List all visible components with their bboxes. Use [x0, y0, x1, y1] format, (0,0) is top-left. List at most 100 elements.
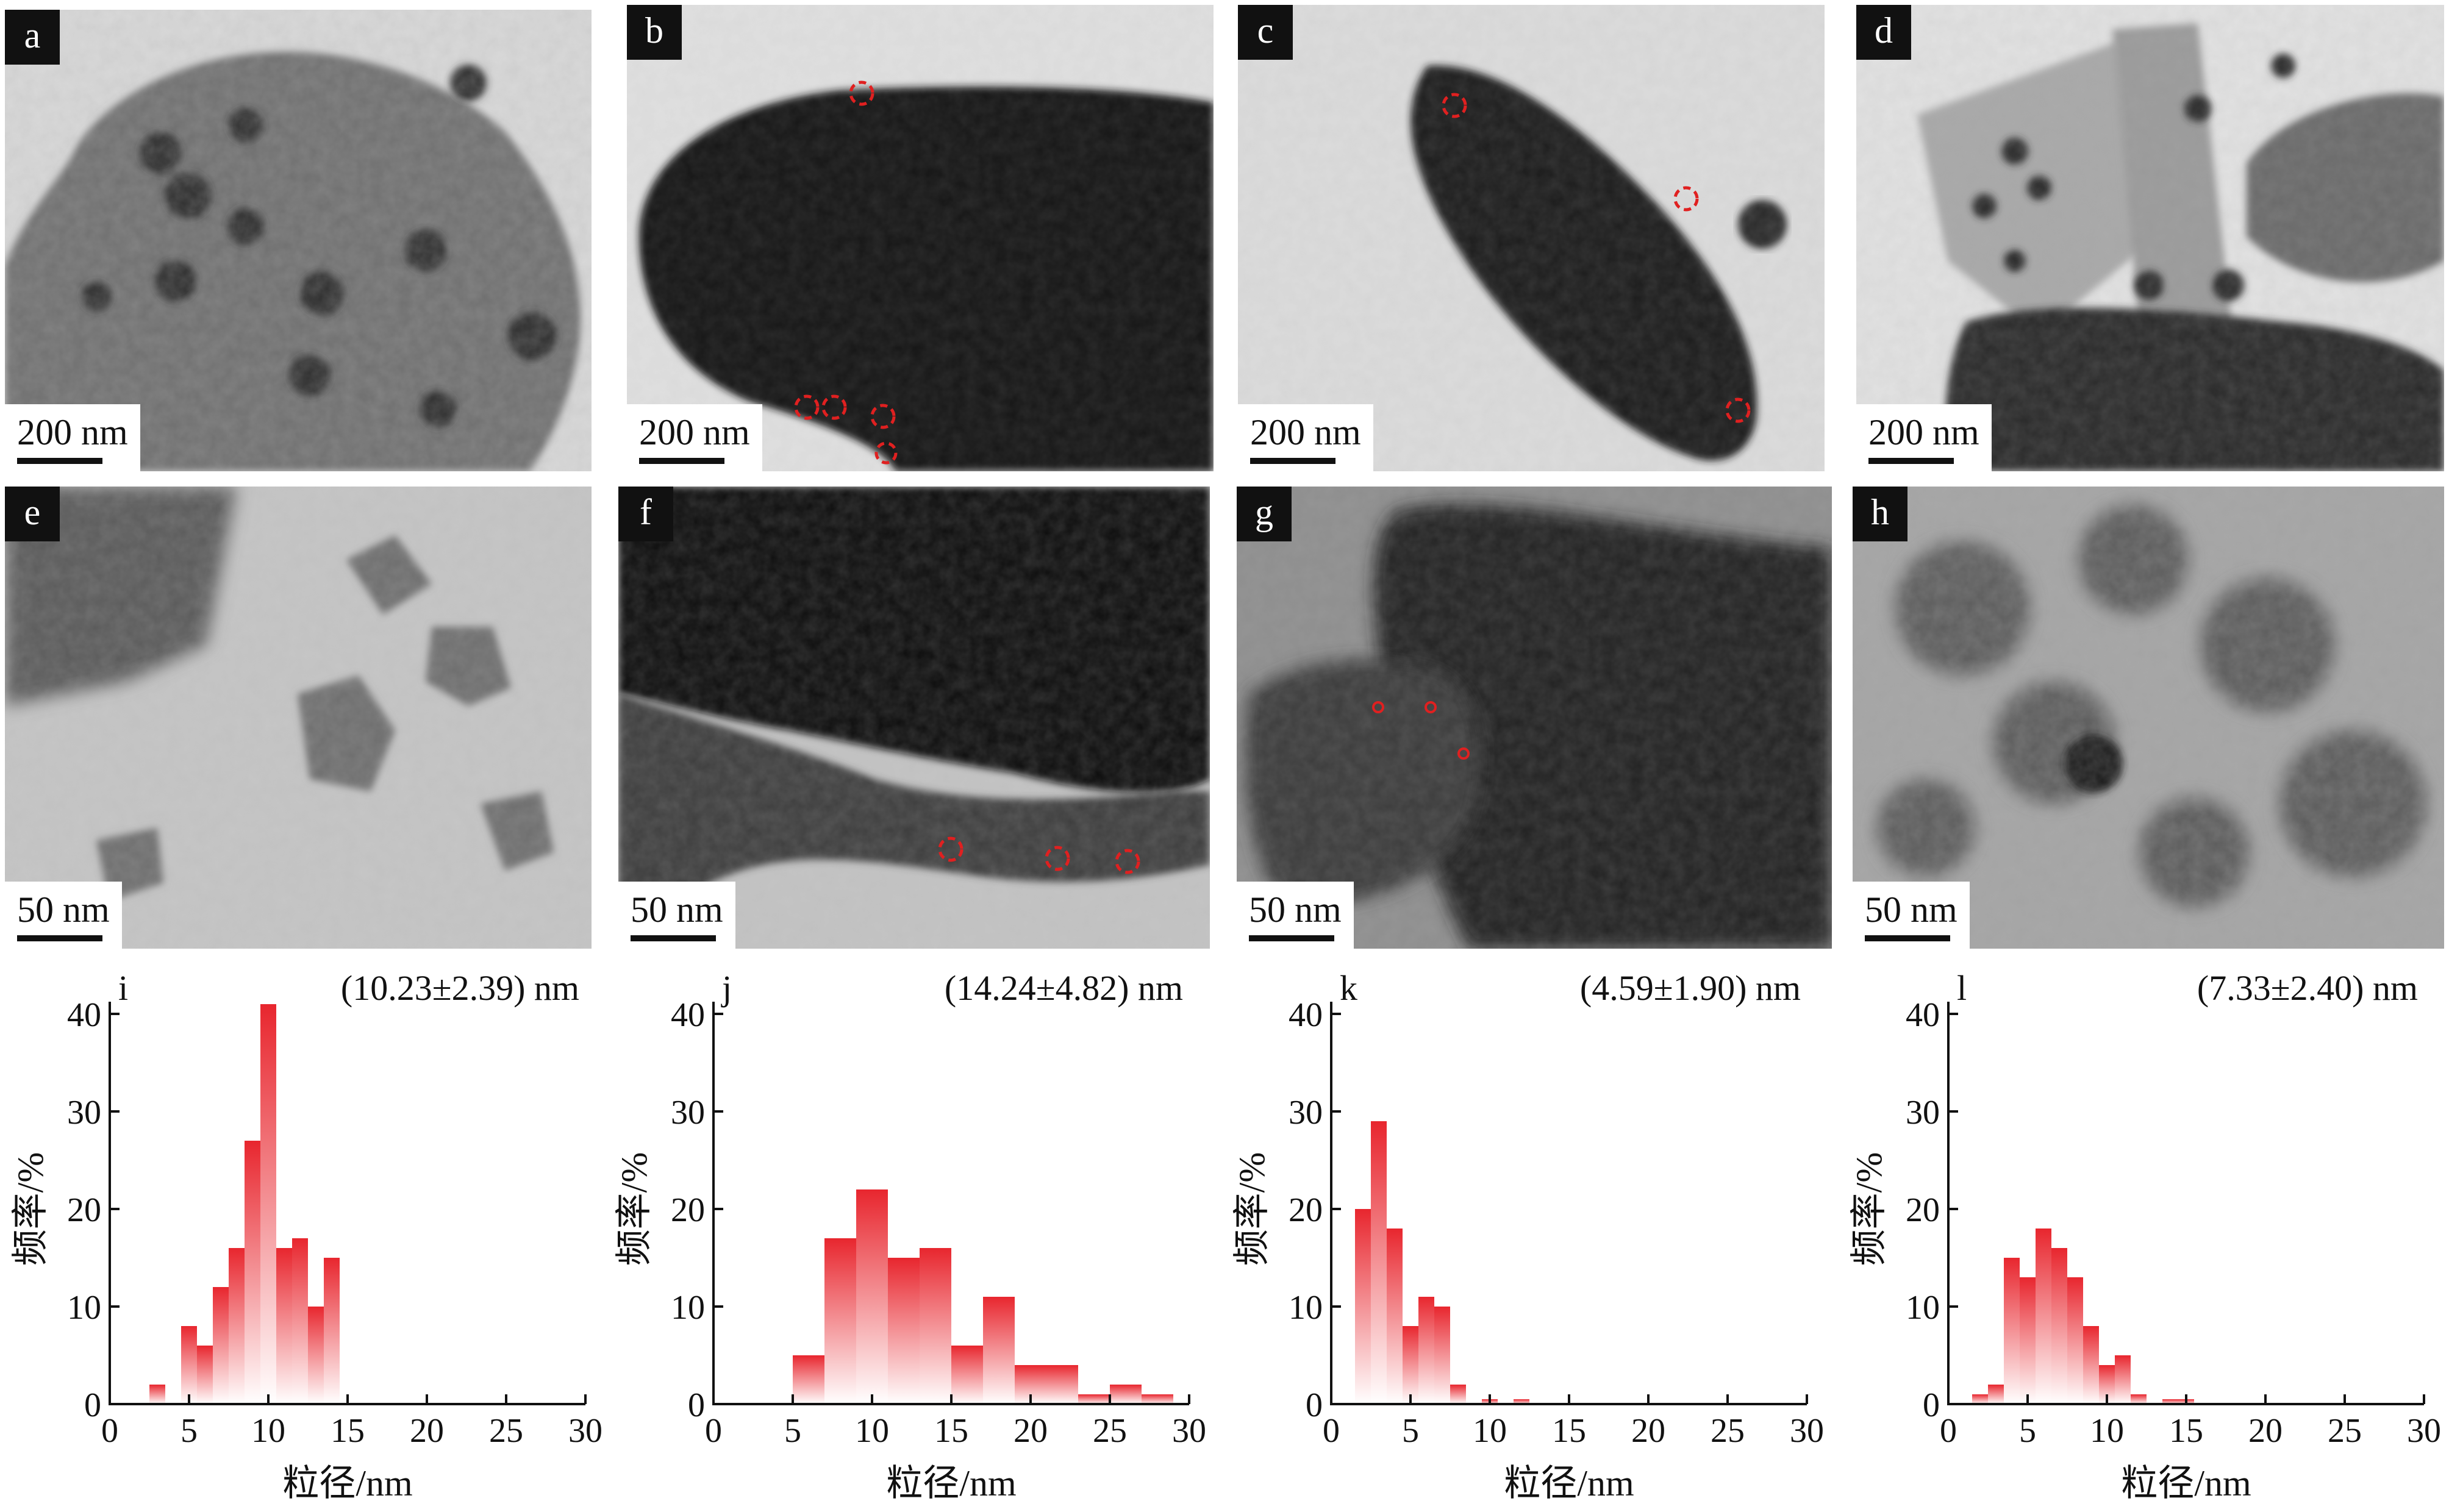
tem-micrograph-a [5, 10, 592, 471]
panel-letter: h [1853, 487, 1907, 541]
x-tick-label: 10 [1473, 1412, 1507, 1450]
y-tick-label: 0 [84, 1386, 101, 1424]
size-annotation: (14.24±4.82) nm [945, 968, 1183, 1008]
particle-markers [938, 836, 1140, 874]
histogram-bar [1142, 1394, 1173, 1404]
panel-letter: e [5, 487, 60, 541]
panel-letter: j [721, 968, 732, 1008]
y-axis-label: 频率/% [10, 1152, 51, 1266]
x-axis-label: 粒径/nm [886, 1463, 1016, 1503]
histogram-bar [181, 1326, 197, 1404]
histogram-bar [213, 1287, 229, 1404]
histogram-bar [1046, 1365, 1078, 1404]
scale-bar: 50 nm [5, 882, 122, 949]
tem-image-c: c 200 nm [1238, 5, 1825, 471]
x-tick-label: 30 [1172, 1412, 1206, 1450]
histogram-bar [920, 1248, 951, 1404]
x-axis-label: 粒径/nm [1504, 1463, 1634, 1503]
x-tick-label: 10 [2090, 1412, 2124, 1450]
x-axis-label: 粒径/nm [282, 1463, 412, 1503]
particle-markers [1442, 93, 1751, 423]
y-tick-label: 20 [1906, 1191, 1940, 1229]
y-tick-label: 30 [1289, 1094, 1323, 1132]
x-tick-label: 15 [934, 1412, 968, 1450]
tem-image-b: b 200 nm [627, 5, 1214, 471]
histogram-j: 0 10 20 30 40 0 5 10 15 20 25 30 j (14.24±4.82) nm 粒径/… [607, 968, 1217, 1512]
scale-bar-label: 50 nm [631, 890, 723, 930]
scale-bar-line [639, 458, 724, 464]
size-annotation: (7.33±2.40) nm [2197, 968, 2418, 1008]
scale-bar-line [17, 935, 102, 941]
x-tick-label: 0 [101, 1412, 118, 1450]
panel-letter: a [5, 10, 60, 65]
y-tick-label: 40 [1906, 996, 1940, 1034]
x-tick-label: 15 [2169, 1412, 2203, 1450]
histogram-bar [856, 1189, 888, 1404]
x-tick-label: 15 [331, 1412, 365, 1450]
x-tick-label: 30 [2407, 1412, 2441, 1450]
histogram-bar [308, 1307, 324, 1404]
histogram-bar [1972, 1394, 1988, 1404]
x-tick-label: 0 [1940, 1412, 1957, 1450]
panel-letter: i [118, 968, 128, 1008]
histogram-bar [292, 1238, 308, 1404]
y-tick-label: 10 [1289, 1289, 1323, 1327]
x-tick-label: 30 [568, 1412, 602, 1450]
x-tick-label: 10 [855, 1412, 889, 1450]
histogram-bar [197, 1346, 213, 1404]
x-tick-label: 25 [489, 1412, 523, 1450]
histogram-bar [1078, 1394, 1110, 1404]
tem-image-d: d 200 nm [1856, 5, 2444, 471]
scale-bar-label: 50 nm [1249, 890, 1342, 930]
x-tick-label: 30 [1790, 1412, 1824, 1450]
histogram-bar [276, 1248, 292, 1404]
scale-bar: 200 nm [1856, 404, 1992, 471]
histogram-bar [2020, 1277, 2036, 1404]
panel-letter: g [1237, 487, 1292, 541]
histogram-bar [229, 1248, 245, 1404]
histogram-bar [793, 1355, 824, 1404]
y-tick-label: 20 [671, 1191, 705, 1229]
scale-bar: 200 nm [5, 404, 140, 471]
histogram-bar [1514, 1399, 1529, 1404]
scale-bar-label: 50 nm [1865, 890, 1957, 930]
y-tick-label: 40 [67, 996, 101, 1034]
tem-micrograph-b [627, 5, 1214, 471]
x-tick-label: 20 [410, 1412, 444, 1450]
scale-bar-line [1868, 458, 1954, 464]
tem-micrograph-c [1238, 5, 1825, 471]
histogram-bar [1110, 1385, 1142, 1404]
histogram-bar [260, 1004, 276, 1404]
histogram-bar [2162, 1399, 2178, 1404]
y-tick-label: 0 [688, 1386, 705, 1424]
x-tick-label: 0 [705, 1412, 722, 1450]
tem-image-f: f 50 nm [618, 487, 1210, 949]
y-tick-label: 40 [671, 996, 705, 1034]
panel-letter: f [618, 487, 673, 541]
x-tick-label: 20 [2248, 1412, 2283, 1450]
particle-markers [794, 80, 898, 465]
histogram-bar [149, 1385, 165, 1404]
histogram-bar [1988, 1385, 2004, 1404]
tem-image-g: g 50 nm [1237, 487, 1832, 949]
tem-micrograph-g [1237, 487, 1832, 949]
scale-bar-line [17, 458, 102, 464]
x-tick-label: 15 [1552, 1412, 1586, 1450]
histogram-bar [1418, 1297, 1434, 1404]
x-tick-label: 5 [784, 1412, 801, 1450]
panel-letter: l [1957, 968, 1967, 1008]
histogram-bar [245, 1141, 260, 1404]
y-tick-label: 10 [1906, 1289, 1940, 1327]
y-tick-label: 20 [67, 1191, 101, 1229]
size-annotation: (4.59±1.90) nm [1580, 968, 1801, 1008]
x-tick-label: 5 [1402, 1412, 1419, 1450]
tem-image-a: a 200 nm [5, 10, 592, 471]
histogram-bar [2131, 1394, 2147, 1404]
histogram-bar [2036, 1228, 2051, 1404]
y-axis-label: 频率/% [1849, 1152, 1889, 1266]
scale-bar-label: 50 nm [17, 890, 110, 930]
scale-bar-line [1250, 458, 1335, 464]
histogram-bar [2051, 1248, 2067, 1404]
x-tick-label: 20 [1014, 1412, 1048, 1450]
panel-letter: b [627, 5, 682, 60]
